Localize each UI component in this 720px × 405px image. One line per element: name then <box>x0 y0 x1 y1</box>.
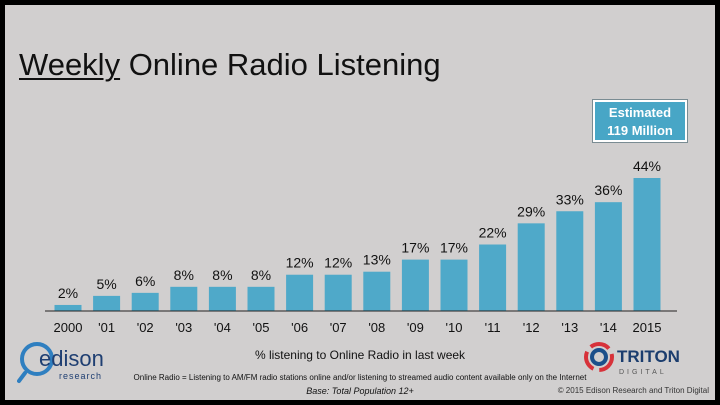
bar <box>286 274 314 311</box>
x-tick-label: '08 <box>368 320 385 335</box>
bar <box>479 244 507 311</box>
data-label: 17% <box>440 240 468 256</box>
data-label: 8% <box>174 267 194 283</box>
x-tick-label: '02 <box>137 320 154 335</box>
base-note: Base: Total Population 12+ <box>306 386 414 396</box>
x-tick-label: '12 <box>523 320 540 335</box>
estimate-line-1: Estimated <box>608 105 672 120</box>
x-tick-label: 2015 <box>633 320 662 335</box>
title-rest: Online Radio Listening <box>120 47 441 82</box>
bar <box>54 304 82 311</box>
triton-subtext: DIGITAL <box>619 369 667 376</box>
edison-ring <box>20 342 54 376</box>
edison-tail <box>17 371 27 383</box>
edison-subtext: research <box>59 371 102 381</box>
page-title: Weekly Online Radio Listening <box>19 47 441 83</box>
data-label: 12% <box>324 255 352 271</box>
edison-research-logo: edison research <box>17 342 104 383</box>
bar <box>401 259 429 311</box>
edison-wordmark: edison <box>39 346 104 371</box>
x-axis-caption: % listening to Online Radio in last week <box>254 348 466 362</box>
footnote: Online Radio = Listening to AM/FM radio … <box>133 373 587 382</box>
bar <box>93 295 121 311</box>
copyright: © 2015 Edison Research and Triton Digita… <box>557 386 709 395</box>
x-tick-label: '04 <box>214 320 231 335</box>
data-label: 8% <box>251 267 271 283</box>
data-label: 33% <box>556 191 584 207</box>
slide: Weekly Online Radio Listening 2% 2000 5% '0… <box>5 5 715 400</box>
estimate-line-2: 119 Million <box>607 123 673 138</box>
bar <box>594 202 622 311</box>
data-label: 5% <box>96 276 116 292</box>
bar <box>363 271 391 311</box>
x-tick-label: '11 <box>485 320 501 335</box>
x-tick-label: '06 <box>291 320 308 335</box>
data-label: 12% <box>286 255 314 271</box>
x-tick-label: '09 <box>407 320 424 335</box>
title-underlined-word: Weekly <box>19 47 121 82</box>
bar <box>247 286 275 311</box>
x-tick-label: '03 <box>175 320 192 335</box>
data-label: 2% <box>58 285 78 301</box>
bar <box>170 286 198 311</box>
x-tick-label: '14 <box>600 320 617 335</box>
bar <box>208 286 236 311</box>
triton-wordmark: TRITON <box>617 347 680 366</box>
bar <box>556 211 584 311</box>
estimate-callout: Estimated 119 Million <box>593 100 687 142</box>
bar-chart: 2% 2000 5% '01 6% '02 8% '03 8% '04 8% '05 12% '06 12%… <box>45 158 677 335</box>
x-tick-label: '07 <box>330 320 347 335</box>
bar <box>440 259 468 311</box>
triton-ring-outer <box>584 342 614 372</box>
x-tick-label: '01 <box>98 320 115 335</box>
bar <box>517 223 545 311</box>
x-tick-label: '05 <box>253 320 270 335</box>
data-label: 44% <box>633 158 661 174</box>
x-tick-label: '13 <box>561 320 578 335</box>
data-label: 29% <box>517 203 545 219</box>
data-label: 8% <box>212 267 232 283</box>
data-label: 6% <box>135 273 155 289</box>
data-label: 36% <box>594 182 622 198</box>
bar <box>131 292 159 311</box>
bar <box>324 274 352 311</box>
triton-ring-inner <box>590 348 608 366</box>
x-tick-label: 2000 <box>54 320 83 335</box>
data-label: 22% <box>479 225 507 241</box>
bar <box>633 178 661 311</box>
triton-digital-logo: TRITON DIGITAL <box>584 342 680 376</box>
data-label: 13% <box>363 252 391 268</box>
data-label: 17% <box>401 240 429 256</box>
x-tick-label: '10 <box>446 320 463 335</box>
